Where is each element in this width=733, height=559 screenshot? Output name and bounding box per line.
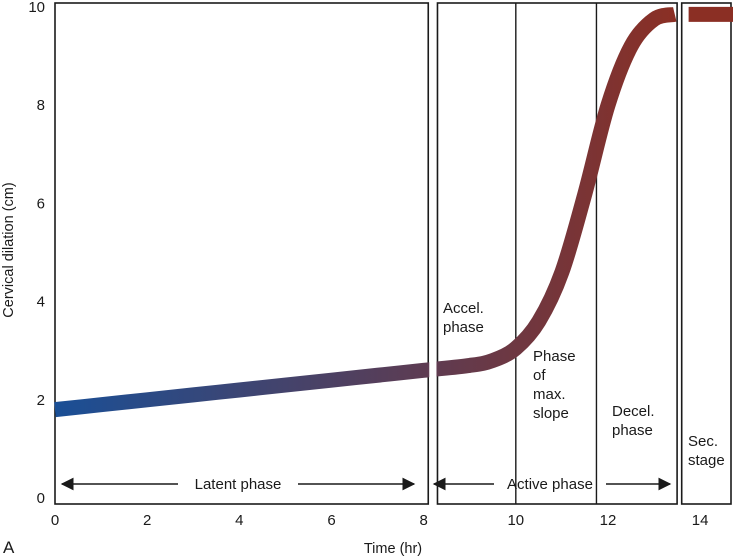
panel-gap xyxy=(429,300,437,420)
x-tick-label-0: 0 xyxy=(51,512,59,529)
accel-phase-label-2: phase xyxy=(443,319,484,336)
y-tick-label-6: 6 xyxy=(37,195,45,212)
panel-label: A xyxy=(3,538,15,557)
sec-stage-label-2: stage xyxy=(688,452,725,469)
chart-panel-3 xyxy=(680,2,732,505)
decel-phase-label-2: phase xyxy=(612,422,653,439)
y-tick-label-8: 8 xyxy=(37,97,45,114)
chart-panels xyxy=(54,2,732,505)
x-tick-label-12: 12 xyxy=(600,512,617,529)
chart-panel-2 xyxy=(436,2,678,505)
series-group xyxy=(54,6,733,420)
chart-panel-1 xyxy=(54,2,430,505)
x-tick-label-4: 4 xyxy=(235,512,243,529)
phase-annotations: Latent phase Active phase Accel. phase P… xyxy=(195,300,725,493)
x-axis-ticks: 0 2 4 6 8 10 12 14 xyxy=(51,512,709,529)
maxslope-label-4: slope xyxy=(533,405,569,422)
dilation-curve xyxy=(54,6,677,418)
x-tick-label-2: 2 xyxy=(143,512,151,529)
phase-dividers xyxy=(515,3,598,504)
x-axis-title: Time (hr) xyxy=(364,541,422,557)
accel-phase-label-1: Accel. xyxy=(443,300,484,317)
latent-phase-label: Latent phase xyxy=(195,476,282,493)
x-tick-label-14: 14 xyxy=(692,512,709,529)
decel-phase-label-1: Decel. xyxy=(612,403,655,420)
maxslope-label-3: max. xyxy=(533,386,566,403)
y-tick-label-10: 10 xyxy=(28,0,45,16)
sec-stage-label-1: Sec. xyxy=(688,433,718,450)
active-phase-label: Active phase xyxy=(507,476,593,493)
y-axis-title: Cervical dilation (cm) xyxy=(1,182,17,317)
maxslope-label-1: Phase xyxy=(533,348,576,365)
x-tick-label-6: 6 xyxy=(327,512,335,529)
x-tick-label-8: 8 xyxy=(419,512,427,529)
x-tick-label-10: 10 xyxy=(507,512,524,529)
y-tick-label-2: 2 xyxy=(37,392,45,409)
y-tick-label-0: 0 xyxy=(37,490,45,507)
y-axis-ticks: 0 2 4 6 8 10 xyxy=(28,0,45,507)
maxslope-label-2: of xyxy=(533,367,546,384)
y-tick-label-4: 4 xyxy=(37,294,45,311)
